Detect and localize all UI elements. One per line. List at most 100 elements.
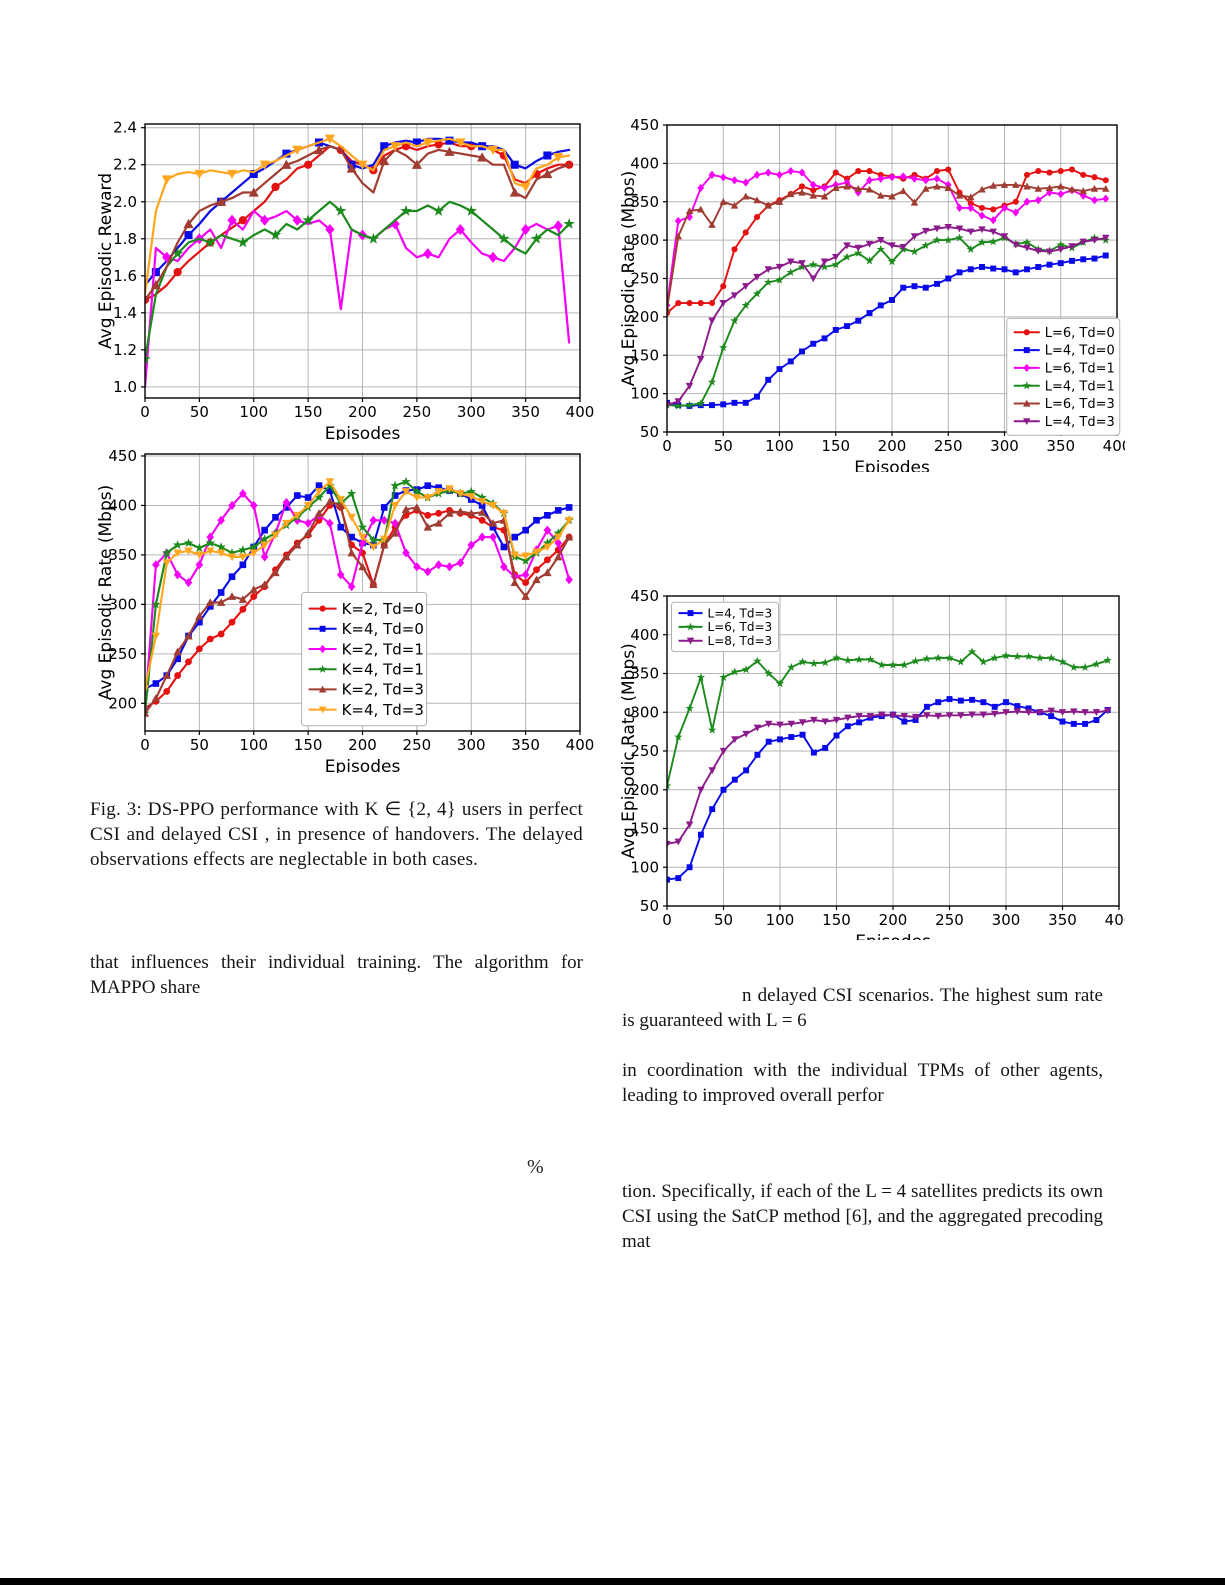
svg-text:200: 200 <box>630 308 659 326</box>
svg-text:400: 400 <box>630 626 659 644</box>
svg-text:350: 350 <box>108 546 137 564</box>
svg-text:100: 100 <box>630 385 659 403</box>
svg-text:350: 350 <box>511 403 540 421</box>
svg-text:150: 150 <box>630 820 659 838</box>
svg-text:0: 0 <box>140 403 150 421</box>
svg-text:150: 150 <box>822 911 851 929</box>
svg-text:400: 400 <box>1105 911 1125 929</box>
svg-text:K=4, Td=1: K=4, Td=1 <box>342 660 424 678</box>
figure-rate-K-users: 0 50 100 150 200 250 300 350 400 200 250 300 350 400 4… <box>85 435 595 773</box>
svg-text:Episodes: Episodes <box>325 757 401 773</box>
svg-text:Avg Episodic Rate (Mbps): Avg Episodic Rate (Mbps) <box>96 485 116 700</box>
svg-text:200: 200 <box>630 781 659 799</box>
page-bottom-rule <box>0 1578 1225 1585</box>
svg-text:450: 450 <box>630 116 659 134</box>
svg-text:2.0: 2.0 <box>113 193 137 211</box>
svg-text:100: 100 <box>766 911 795 929</box>
svg-text:300: 300 <box>457 736 486 754</box>
svg-text:150: 150 <box>294 403 323 421</box>
svg-text:Episodes: Episodes <box>325 424 401 440</box>
svg-text:400: 400 <box>630 154 659 172</box>
svg-text:100: 100 <box>239 736 268 754</box>
svg-text:Avg Episodic Rate (Mbps): Avg Episodic Rate (Mbps) <box>620 171 639 386</box>
svg-text:50: 50 <box>714 911 733 929</box>
svg-text:Avg Episodic Rate (Mbps): Avg Episodic Rate (Mbps) <box>620 643 639 858</box>
svg-text:200: 200 <box>879 911 908 929</box>
svg-text:L=6, Td=0: L=6, Td=0 <box>1045 326 1115 341</box>
svg-text:Avg Episodic Reward: Avg Episodic Reward <box>96 173 116 349</box>
svg-text:250: 250 <box>630 742 659 760</box>
svg-text:0: 0 <box>662 437 672 455</box>
svg-text:Episodes: Episodes <box>855 932 931 940</box>
svg-text:100: 100 <box>239 403 268 421</box>
rate-L-series-chart: 0501001502002503003504005010015020025030… <box>620 116 1125 472</box>
svg-text:250: 250 <box>935 911 964 929</box>
svg-text:300: 300 <box>992 911 1021 929</box>
svg-text:2.4: 2.4 <box>113 119 137 137</box>
svg-text:200: 200 <box>348 403 377 421</box>
svg-text:100: 100 <box>765 437 794 455</box>
svg-text:400: 400 <box>1103 437 1125 455</box>
svg-text:200: 200 <box>878 437 907 455</box>
svg-text:100: 100 <box>630 858 659 876</box>
svg-text:K=2, Td=0: K=2, Td=0 <box>342 600 424 618</box>
stray-percent-symbol: % <box>527 1156 544 1178</box>
svg-text:300: 300 <box>108 595 137 613</box>
svg-text:1.4: 1.4 <box>113 304 137 322</box>
svg-text:K=2, Td=1: K=2, Td=1 <box>342 640 424 658</box>
rate-K-series-chart: 0 50 100 150 200 250 300 350 400 200 250 300 350 400 4… <box>96 447 595 773</box>
svg-text:1.8: 1.8 <box>113 230 137 248</box>
svg-text:L=4, Td=0: L=4, Td=0 <box>1045 344 1115 359</box>
svg-text:50: 50 <box>190 736 209 754</box>
figure-caption: Fig. 3: DS-PPO performance with K ∈ {2, … <box>90 799 583 870</box>
figure-rate-L-users: 0501001502002503003504005010015020025030… <box>620 100 1125 472</box>
svg-text:350: 350 <box>511 736 540 754</box>
svg-text:K=4, Td=3: K=4, Td=3 <box>342 701 424 719</box>
svg-text:400: 400 <box>566 736 595 754</box>
svg-text:350: 350 <box>630 665 659 683</box>
svg-text:L=4, Td=3: L=4, Td=3 <box>708 606 773 620</box>
svg-text:0: 0 <box>662 911 672 929</box>
left-column-paragraph: that influences their individual trainin… <box>90 952 583 998</box>
svg-text:150: 150 <box>821 437 850 455</box>
svg-text:350: 350 <box>630 193 659 211</box>
svg-text:350: 350 <box>1048 911 1077 929</box>
svg-text:300: 300 <box>630 231 659 249</box>
svg-text:150: 150 <box>630 346 659 364</box>
svg-text:2.2: 2.2 <box>113 156 137 174</box>
svg-text:450: 450 <box>630 587 659 605</box>
svg-text:50: 50 <box>640 423 659 441</box>
svg-text:Episodes: Episodes <box>854 458 930 472</box>
svg-text:50: 50 <box>190 403 209 421</box>
svg-text:300: 300 <box>457 403 486 421</box>
svg-text:K=2, Td=3: K=2, Td=3 <box>342 681 424 699</box>
svg-text:50: 50 <box>640 897 659 915</box>
rate-L468-chart: 0501001502002503003504005010015020025030… <box>620 587 1125 940</box>
figure-avg-episodic-reward: 0 50 100 150 200 250 300 350 400 1.0 1.2 1.4 1.6 1.8 2… <box>85 100 595 440</box>
svg-text:450: 450 <box>108 447 137 465</box>
svg-text:1.2: 1.2 <box>113 341 137 359</box>
right-column-paragraph-2: in coordination with the individual TPMs… <box>622 1060 1103 1106</box>
svg-text:300: 300 <box>630 703 659 721</box>
svg-text:400: 400 <box>566 403 595 421</box>
svg-text:L=8, Td=3: L=8, Td=3 <box>708 634 773 648</box>
svg-text:400: 400 <box>108 496 137 514</box>
right-column-paragraph-1: n delayed CSI scenarios. The highest sum… <box>622 985 1103 1031</box>
svg-text:L=4, Td=1: L=4, Td=1 <box>1045 379 1115 394</box>
svg-text:150: 150 <box>294 736 323 754</box>
right-column-paragraph-3: tion. Specifically, if each of the L = 4… <box>622 1181 1103 1252</box>
svg-text:350: 350 <box>1046 437 1075 455</box>
svg-text:L=6, Td=3: L=6, Td=3 <box>1045 397 1115 412</box>
figure-rate-L468: 0501001502002503003504005010015020025030… <box>620 575 1125 940</box>
svg-text:250: 250 <box>630 270 659 288</box>
svg-text:200: 200 <box>108 694 137 712</box>
svg-text:L=4, Td=3: L=4, Td=3 <box>1045 415 1115 430</box>
svg-text:200: 200 <box>348 736 377 754</box>
svg-text:L=6, Td=3: L=6, Td=3 <box>708 620 773 634</box>
svg-text:L=6, Td=1: L=6, Td=1 <box>1045 361 1115 376</box>
svg-text:250: 250 <box>403 736 432 754</box>
reward-vs-episodes-chart: 0 50 100 150 200 250 300 350 400 1.0 1.2 1.4 1.6 1.8 2… <box>96 119 595 440</box>
svg-text:250: 250 <box>108 645 137 663</box>
svg-text:1.0: 1.0 <box>113 378 137 396</box>
